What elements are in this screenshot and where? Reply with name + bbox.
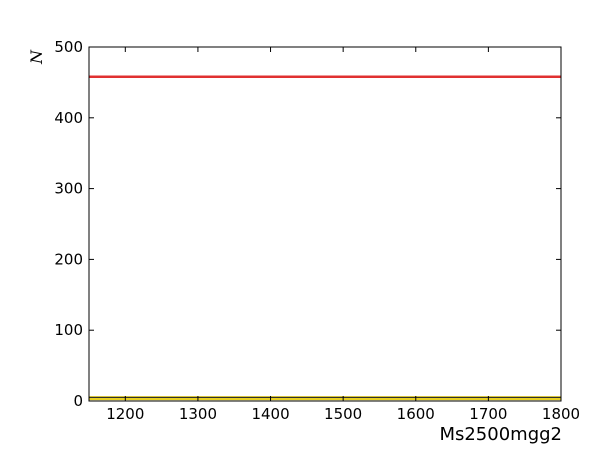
y-tick-label: 100: [54, 321, 83, 339]
x-tick-label: 1200: [106, 405, 144, 423]
y-tick-label: 500: [54, 38, 83, 56]
plot-area-frame: [88, 46, 562, 402]
y-tick-label: 400: [54, 109, 83, 127]
x-tick-label: 1400: [251, 405, 289, 423]
x-tick-label: 1700: [469, 405, 507, 423]
x-axis-label: Ms2500mgg2: [439, 424, 562, 445]
series-layer: [89, 75, 561, 401]
y-axis-ticks: 0 100 200 300 400 500: [54, 38, 561, 410]
x-tick-label: 1600: [397, 405, 435, 423]
x-tick-label: 1500: [324, 405, 362, 423]
x-axis-ticks: 1200 1300 1400 1500 1600 1700 1800: [106, 47, 580, 423]
x-tick-label: 1300: [179, 405, 217, 423]
y-tick-label: 300: [54, 180, 83, 198]
y-tick-label: 0: [73, 392, 83, 410]
y-tick-label: 200: [54, 250, 83, 268]
y-axis-label: N: [27, 49, 46, 65]
x-tick-label: 1800: [542, 405, 580, 423]
